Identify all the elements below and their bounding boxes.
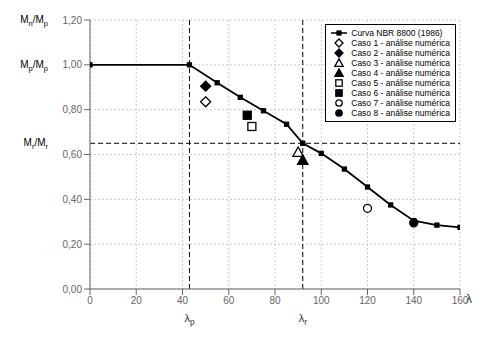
html-text:Curva NBR 8800 (1986): Curva NBR 8800 (1986) [351, 28, 443, 38]
html-text:Caso 4 - análise numérica: Caso 4 - análise numérica [351, 68, 450, 78]
html-text:Caso 6 - análise numérica: Caso 6 - análise numérica [351, 88, 450, 98]
html-text:Caso 5 - análise numérica: Caso 5 - análise numérica [351, 78, 450, 88]
html-text:Caso 2 - análise numérica: Caso 2 - análise numérica [351, 48, 450, 58]
svg-text:0,20: 0,20 [63, 239, 83, 250]
svg-text:60: 60 [223, 295, 235, 306]
svg-text:0: 0 [87, 295, 93, 306]
svg-text:140: 140 [405, 295, 422, 306]
svg-text:0,60: 0,60 [63, 149, 83, 160]
svg-text:80: 80 [269, 295, 281, 306]
svg-text:0,40: 0,40 [63, 194, 83, 205]
svg-text:20: 20 [131, 295, 143, 306]
svg-text:100: 100 [313, 295, 330, 306]
html-text:Caso 3 - análise numérica: Caso 3 - análise numérica [351, 58, 450, 68]
svg-text:120: 120 [359, 295, 376, 306]
svg-text:0,00: 0,00 [63, 284, 83, 295]
html-text:Caso 8 - análise numérica: Caso 8 - análise numérica [351, 108, 450, 118]
svg-text:160: 160 [452, 295, 469, 306]
svg-text:λr: λr [299, 312, 308, 327]
svg-text:1,20: 1,20 [63, 15, 83, 26]
html-text:Caso 1 - análise numérica: Caso 1 - análise numérica [351, 38, 450, 48]
svg-text:40: 40 [177, 295, 189, 306]
html-text:Caso 7 - análise numérica: Caso 7 - análise numérica [351, 98, 450, 108]
svg-text:1,00: 1,00 [63, 59, 83, 70]
svg-text:λp: λp [184, 312, 195, 327]
svg-text:λ: λ [466, 292, 472, 306]
svg-text:Mn/Mp: Mn/Mp [20, 14, 48, 28]
svg-text:Mp/Mp: Mp/Mp [20, 59, 48, 73]
svg-text:Mr/Mr: Mr/Mr [24, 137, 49, 151]
svg-text:0,80: 0,80 [63, 104, 83, 115]
